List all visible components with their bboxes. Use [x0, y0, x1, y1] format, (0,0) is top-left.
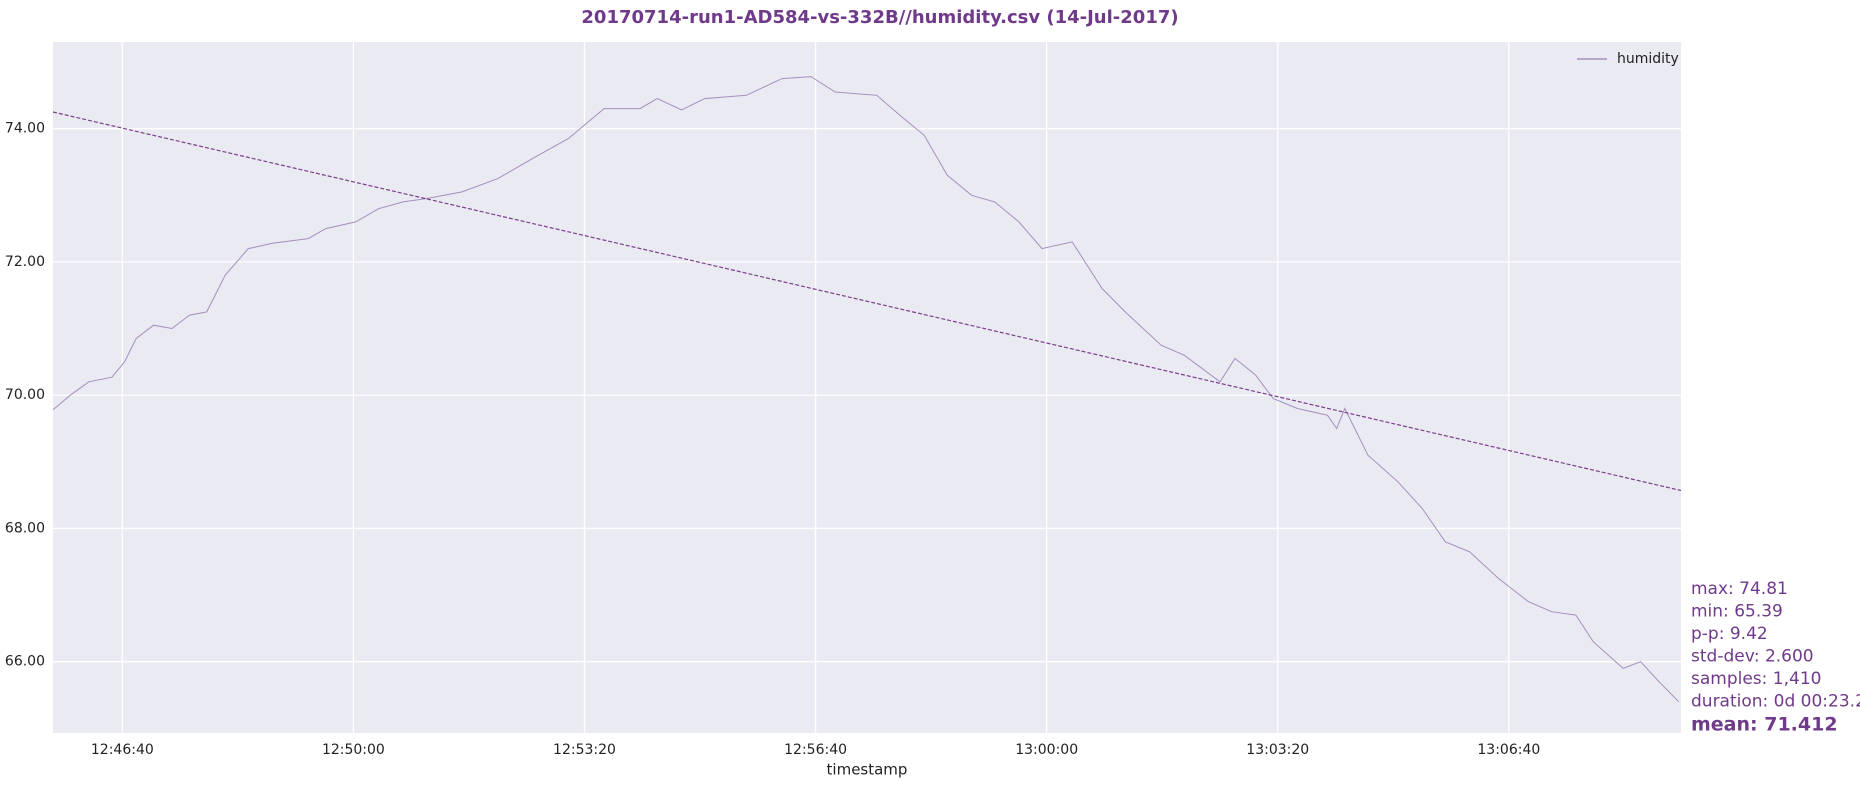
x-tick-label: 12:53:20 — [553, 742, 616, 758]
stat-label: max: 74.81 — [1691, 579, 1788, 599]
y-tick-label: 66.00 — [5, 654, 45, 670]
chart-title: 20170714-run1-AD584-vs-332B//humidity.cs… — [581, 7, 1178, 28]
trend-line — [52, 111, 1682, 492]
y-tick-label: 68.00 — [5, 520, 45, 536]
legend-label: humidity — [1617, 51, 1679, 67]
x-tick-label: 13:06:40 — [1477, 742, 1540, 758]
plot-area — [53, 42, 1681, 733]
mean-label: mean: 71.412 — [1691, 714, 1838, 736]
x-tick-label: 13:00:00 — [1015, 742, 1078, 758]
stat-label: p-p: 9.42 — [1691, 624, 1768, 644]
stat-label: std-dev: 2.600 — [1691, 647, 1814, 667]
y-tick-label: 70.00 — [5, 387, 45, 403]
y-tick-label: 74.00 — [5, 121, 45, 137]
stat-label: min: 65.39 — [1691, 602, 1783, 622]
x-tick-label: 12:56:40 — [784, 742, 847, 758]
stat-label: samples: 1,410 — [1691, 669, 1821, 689]
data-line — [52, 76, 1680, 703]
x-tick-label: 12:50:00 — [322, 742, 385, 758]
y-tick-label: 72.00 — [5, 254, 45, 270]
x-tick-label: 12:46:40 — [91, 742, 154, 758]
x-axis-label: timestamp — [827, 761, 908, 779]
stat-label: duration: 0d 00:23.29 — [1691, 692, 1860, 712]
x-tick-label: 13:03:20 — [1246, 742, 1309, 758]
